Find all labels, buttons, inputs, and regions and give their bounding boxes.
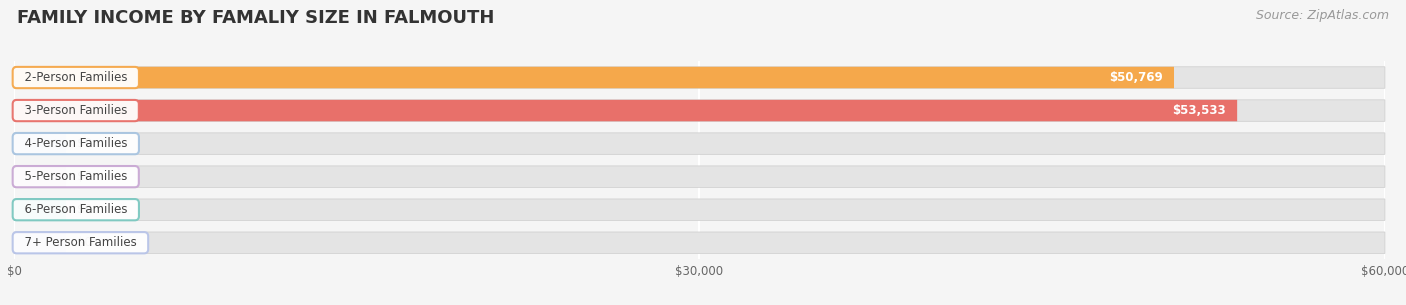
FancyBboxPatch shape: [14, 232, 1385, 253]
FancyBboxPatch shape: [14, 133, 1385, 154]
FancyBboxPatch shape: [14, 199, 1385, 221]
FancyBboxPatch shape: [14, 67, 1385, 88]
FancyBboxPatch shape: [14, 133, 66, 154]
Text: FAMILY INCOME BY FAMALIY SIZE IN FALMOUTH: FAMILY INCOME BY FAMALIY SIZE IN FALMOUT…: [17, 9, 495, 27]
Text: 3-Person Families: 3-Person Families: [17, 104, 135, 117]
Text: 7+ Person Families: 7+ Person Families: [17, 236, 143, 249]
Text: 5-Person Families: 5-Person Families: [17, 170, 135, 183]
Text: $0: $0: [77, 170, 91, 183]
Text: 4-Person Families: 4-Person Families: [17, 137, 135, 150]
Text: $0: $0: [77, 203, 91, 216]
Text: 2-Person Families: 2-Person Families: [17, 71, 135, 84]
FancyBboxPatch shape: [14, 100, 1385, 121]
FancyBboxPatch shape: [14, 100, 1237, 121]
Text: Source: ZipAtlas.com: Source: ZipAtlas.com: [1256, 9, 1389, 22]
FancyBboxPatch shape: [14, 199, 66, 221]
Text: $0: $0: [77, 236, 91, 249]
FancyBboxPatch shape: [14, 166, 1385, 187]
Text: $0: $0: [77, 137, 91, 150]
FancyBboxPatch shape: [14, 166, 66, 187]
Text: 6-Person Families: 6-Person Families: [17, 203, 135, 216]
Text: $50,769: $50,769: [1109, 71, 1163, 84]
Text: $53,533: $53,533: [1173, 104, 1226, 117]
FancyBboxPatch shape: [14, 232, 66, 253]
FancyBboxPatch shape: [14, 67, 1174, 88]
